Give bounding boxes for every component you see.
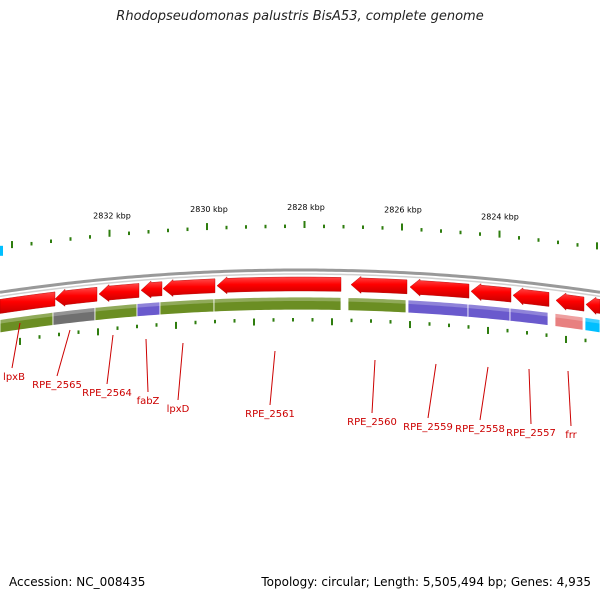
label-leader — [371, 359, 376, 414]
ruler-label: 2830 kbp — [190, 205, 228, 214]
gene-label: fabZ — [137, 396, 160, 407]
cog-block — [584, 316, 600, 334]
gene-label: RPE_2565 — [32, 380, 82, 391]
cog-block — [347, 297, 407, 314]
gene-label: RPE_2558 — [455, 424, 505, 435]
cog-highlight — [214, 297, 341, 303]
map-title: Rhodopseudomonas palustris BisA53, compl… — [116, 9, 484, 24]
cog-highlight — [510, 308, 548, 317]
cog-highlight — [408, 299, 468, 309]
label-leader — [269, 350, 276, 406]
genome-backbone — [0, 268, 600, 298]
cog-highlight — [95, 303, 137, 312]
gene-arrow — [585, 296, 600, 315]
cog-highlight — [555, 313, 583, 322]
label-leader — [177, 342, 184, 401]
backbone-outer — [0, 268, 600, 294]
cog-highlight — [53, 307, 95, 317]
ruler-label: 2828 kbp — [287, 203, 325, 212]
gene-label: RPE_2557 — [506, 428, 556, 439]
cog-highlight — [137, 301, 160, 308]
gene-arrow — [0, 291, 56, 314]
label-leader — [145, 338, 149, 393]
cog-block — [554, 312, 584, 331]
gene-label: lpxB — [3, 372, 25, 383]
ruler-label: 2826 kbp — [384, 206, 422, 215]
edge-feature — [0, 245, 3, 256]
gene-track — [0, 275, 600, 315]
cog-block — [509, 307, 549, 326]
gene-arrow — [98, 283, 140, 303]
label-leader — [479, 366, 489, 421]
cog-highlight — [160, 298, 214, 306]
label-leader — [427, 363, 437, 419]
gene-arrow — [54, 286, 98, 307]
gene-arrow — [350, 275, 408, 295]
cog-highlight — [348, 297, 406, 304]
label-leader — [11, 322, 21, 369]
gene-arrow — [216, 276, 342, 295]
gene-arrow — [555, 292, 585, 312]
cog-highlight — [0, 312, 53, 324]
gene-arrow — [162, 278, 216, 297]
label-leader — [56, 329, 71, 377]
gene-arrow — [470, 283, 512, 303]
label-leader — [106, 334, 114, 385]
cog-track — [0, 296, 600, 334]
gene-arrow — [409, 278, 470, 299]
cog-highlight — [585, 317, 600, 324]
gene-label: RPE_2564 — [82, 388, 132, 399]
label-leader — [567, 370, 572, 427]
ruler-labels: 2832 kbp 2830 kbp 2828 kbp 2826 kbp 2824 kbp — [0, 203, 519, 256]
ruler-label: 2832 kbp — [93, 211, 131, 220]
inner-ticks — [19, 318, 587, 345]
cog-highlight — [468, 304, 510, 313]
accession-text: Accession: NC_008435 — [9, 575, 146, 589]
gene-label: lpxD — [167, 404, 190, 415]
gene-label: RPE_2559 — [403, 422, 453, 433]
gene-label: RPE_2560 — [347, 417, 397, 428]
gene-label: RPE_2561 — [245, 409, 295, 420]
cog-block — [213, 296, 342, 313]
backbone-inner — [0, 273, 600, 298]
gene-label: frr — [565, 430, 577, 441]
topology-text: Topology: circular; Length: 5,505,494 bp… — [261, 575, 591, 589]
label-leader — [528, 368, 532, 425]
gene-arrow — [140, 280, 163, 299]
ruler-label: 2824 kbp — [481, 213, 519, 222]
gene-arrow — [512, 287, 550, 307]
ruler-ticks — [11, 221, 598, 250]
